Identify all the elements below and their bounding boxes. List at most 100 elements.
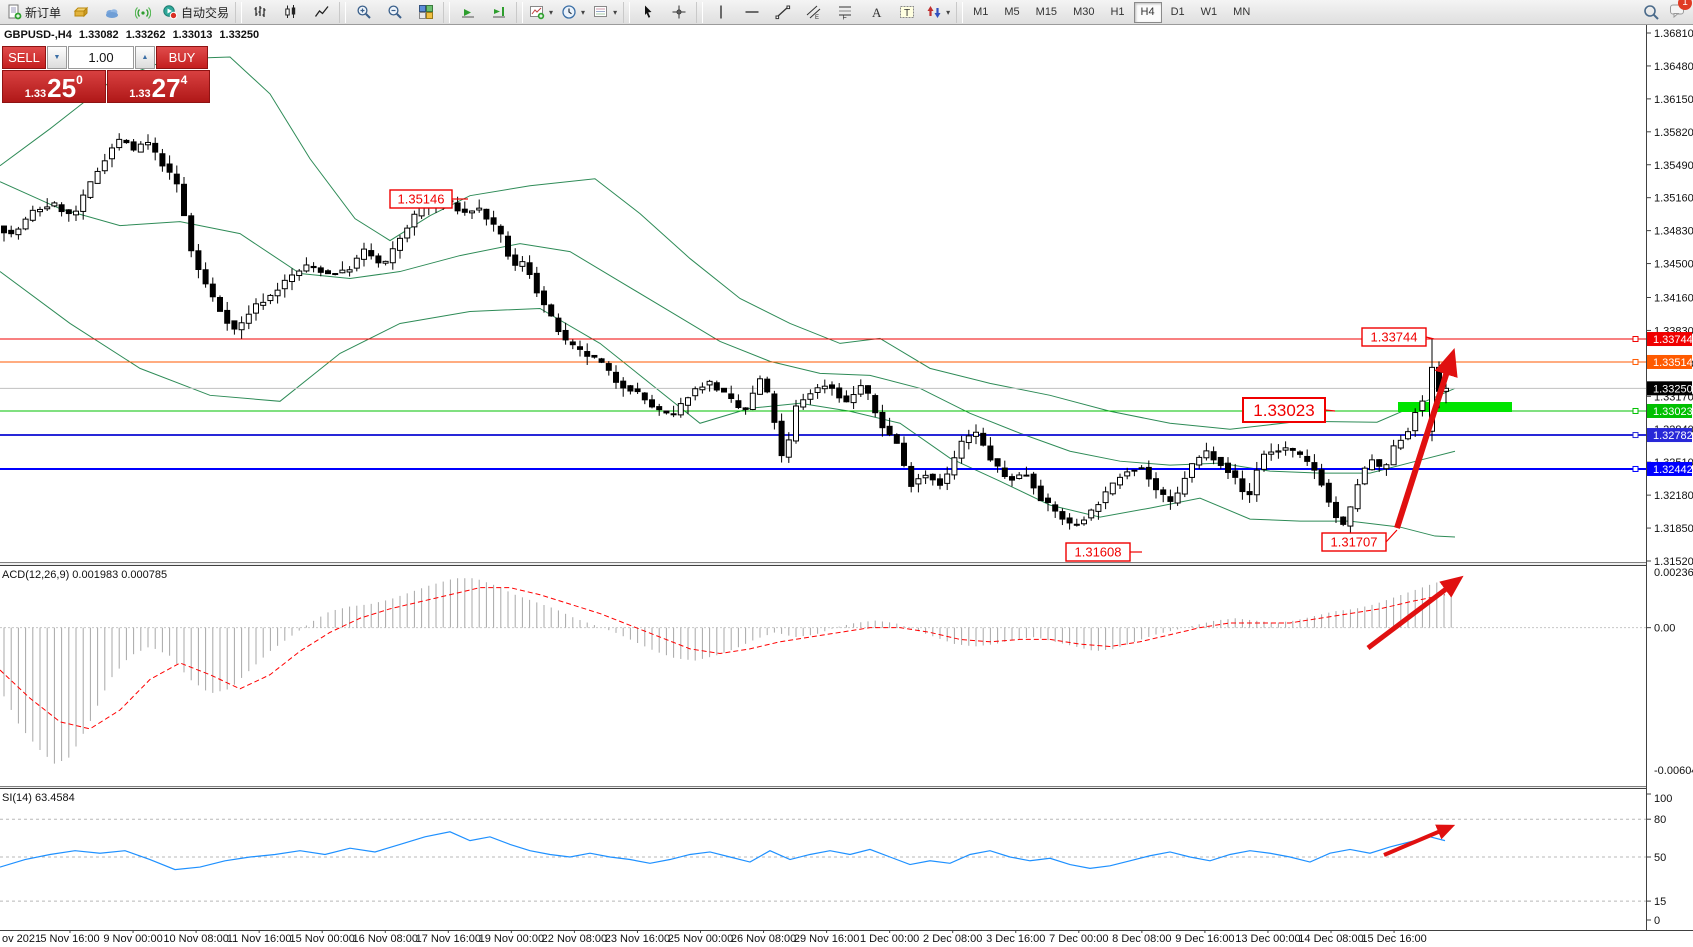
toolbar-separator [623, 1, 631, 23]
vertical-line-icon [713, 4, 729, 20]
text-label-tool-button[interactable]: T [891, 1, 922, 24]
timeframe-d1[interactable]: D1 [1170, 6, 1185, 18]
volume-input[interactable] [68, 46, 134, 69]
time-label: 11 Nov 16:00 [227, 933, 292, 945]
price-tick: 1.34160 [1654, 292, 1693, 304]
panel-separator[interactable] [0, 562, 1693, 566]
price-annotation-1.33744[interactable]: 1.33744 [1361, 327, 1435, 347]
buy-price-base: 1.33 [129, 88, 151, 100]
price-tick: 1.34500 [1654, 259, 1693, 271]
timeframe-m5[interactable]: M5 [1004, 6, 1020, 18]
arrows-tool-button[interactable]: ▾ [922, 1, 954, 24]
price-scale-column[interactable] [1647, 25, 1693, 930]
price-tick: 1.31520 [1654, 556, 1693, 568]
gold-block-icon [73, 4, 89, 20]
support-zone-rectangle[interactable] [1398, 402, 1512, 412]
tile-windows-button[interactable] [410, 1, 441, 24]
svg-text:1.32782: 1.32782 [1653, 430, 1693, 442]
vertical-line-tool-button[interactable] [705, 1, 736, 24]
metaeditor-button[interactable] [65, 1, 96, 24]
time-label: 23 Nov 16:00 [605, 933, 670, 945]
hline-1.33023[interactable] [0, 407, 1646, 414]
search-icon[interactable] [1643, 4, 1659, 20]
svg-text:1.33023: 1.33023 [1253, 401, 1314, 420]
bar-chart-button[interactable] [244, 1, 275, 24]
signals-button[interactable] [127, 1, 158, 24]
candlestick-chart-button[interactable] [275, 1, 306, 24]
timeframe-m15[interactable]: M15 [1035, 6, 1058, 18]
community-button[interactable] [96, 1, 127, 24]
hline-1.33514[interactable] [0, 358, 1646, 365]
macd-signal-line [0, 587, 1446, 730]
buy-price-main: 27 [151, 73, 181, 103]
volume-decrease-button[interactable]: ▼ [47, 46, 67, 69]
toolbar-separator [696, 1, 704, 23]
notifications-button[interactable]: 1 [1669, 0, 1692, 23]
time-label: 22 Nov 08:00 [542, 933, 607, 945]
dropdown-caret-icon: ▾ [613, 7, 618, 17]
text-icon: A [868, 4, 884, 20]
price-annotation-1.35146[interactable]: 1.35146 [389, 189, 468, 209]
candlestick-series [1, 133, 1449, 534]
cursor-tool-button[interactable] [632, 1, 663, 24]
buy-button[interactable]: BUY [156, 46, 208, 69]
chart-symbol-header: GBPUSD-,H4 1.33082 1.33262 1.33013 1.332… [4, 29, 263, 41]
bollinger-middle-band [0, 181, 1456, 474]
chart-shift-button[interactable] [483, 1, 514, 24]
zoom-out-button[interactable] [379, 1, 410, 24]
auto-scroll-button[interactable] [452, 1, 483, 24]
indicators-button[interactable]: ▾ [525, 1, 557, 24]
zoom-out-icon [387, 4, 403, 20]
autotrading-label: 自动交易 [181, 5, 230, 20]
trendline-tool-button[interactable] [767, 1, 798, 24]
price-annotation-1.33023[interactable]: 1.33023 [1242, 397, 1336, 423]
line-chart-button[interactable] [306, 1, 337, 24]
price-tick: 1.36150 [1654, 94, 1693, 106]
volume-increase-button[interactable]: ▲ [135, 46, 155, 69]
hline-1.32782[interactable] [0, 432, 1646, 439]
sell-price-main: 25 [47, 73, 77, 103]
trend-arrow[interactable] [1366, 575, 1464, 650]
one-click-trading-panel: SELL ▼ ▲ BUY 1.33 25 0 1.33 27 4 [2, 46, 210, 103]
horizontal-line-tool-button[interactable] [736, 1, 767, 24]
fibonacci-tool-button[interactable]: F [829, 1, 860, 24]
trend-arrow[interactable] [1394, 347, 1458, 529]
channel-tool-button[interactable]: E [798, 1, 829, 24]
panel-separator[interactable] [0, 786, 1693, 789]
clock-icon [561, 4, 577, 20]
sell-button[interactable]: SELL [2, 46, 46, 69]
price-annotation-1.31608[interactable]: 1.31608 [1065, 542, 1142, 562]
price-label-1.32782: 1.32782 [1647, 428, 1693, 443]
zoom-in-button[interactable] [348, 1, 379, 24]
horizontal-line-icon [744, 4, 760, 20]
new-order-button[interactable]: 新订单 [2, 1, 65, 24]
trend-arrow[interactable] [1383, 824, 1456, 857]
time-label: 7 Dec 00:00 [1049, 933, 1108, 945]
macd-label: ACD(12,26,9) 0.001983 0.000785 [2, 569, 167, 581]
svg-text:1.32442: 1.32442 [1653, 464, 1693, 476]
symbol-period-label: GBPUSD-,H4 [4, 29, 72, 41]
bar-chart-icon [252, 4, 268, 20]
buy-price-button[interactable]: 1.33 27 4 [106, 70, 210, 103]
timeframe-m1[interactable]: M1 [973, 6, 989, 18]
chart-background [0, 25, 1693, 947]
notification-badge: 1 [1678, 0, 1692, 10]
svg-text:1.35146: 1.35146 [398, 192, 445, 207]
equidistant-channel-icon: E [806, 4, 822, 20]
timeframe-w1[interactable]: W1 [1200, 6, 1218, 18]
timeframe-h4[interactable]: H4 [1133, 1, 1162, 23]
timeframe-m30[interactable]: M30 [1073, 6, 1095, 18]
price-annotation-1.31707[interactable]: 1.31707 [1321, 529, 1398, 552]
periods-button[interactable]: ▾ [557, 1, 589, 24]
sell-price-button[interactable]: 1.33 25 0 [2, 70, 106, 103]
price-tick: 1.35490 [1654, 160, 1693, 172]
crosshair-tool-button[interactable] [663, 1, 694, 24]
timeframe-h1[interactable]: H1 [1110, 6, 1125, 18]
time-label: 15 Dec 16:00 [1361, 933, 1426, 945]
price-tick: 1.31850 [1654, 523, 1693, 535]
timeframe-mn[interactable]: MN [1233, 6, 1251, 18]
text-tool-button[interactable]: A [860, 1, 891, 24]
autotrading-button[interactable]: 自动交易 [158, 1, 233, 24]
templates-button[interactable]: ▾ [589, 1, 621, 24]
